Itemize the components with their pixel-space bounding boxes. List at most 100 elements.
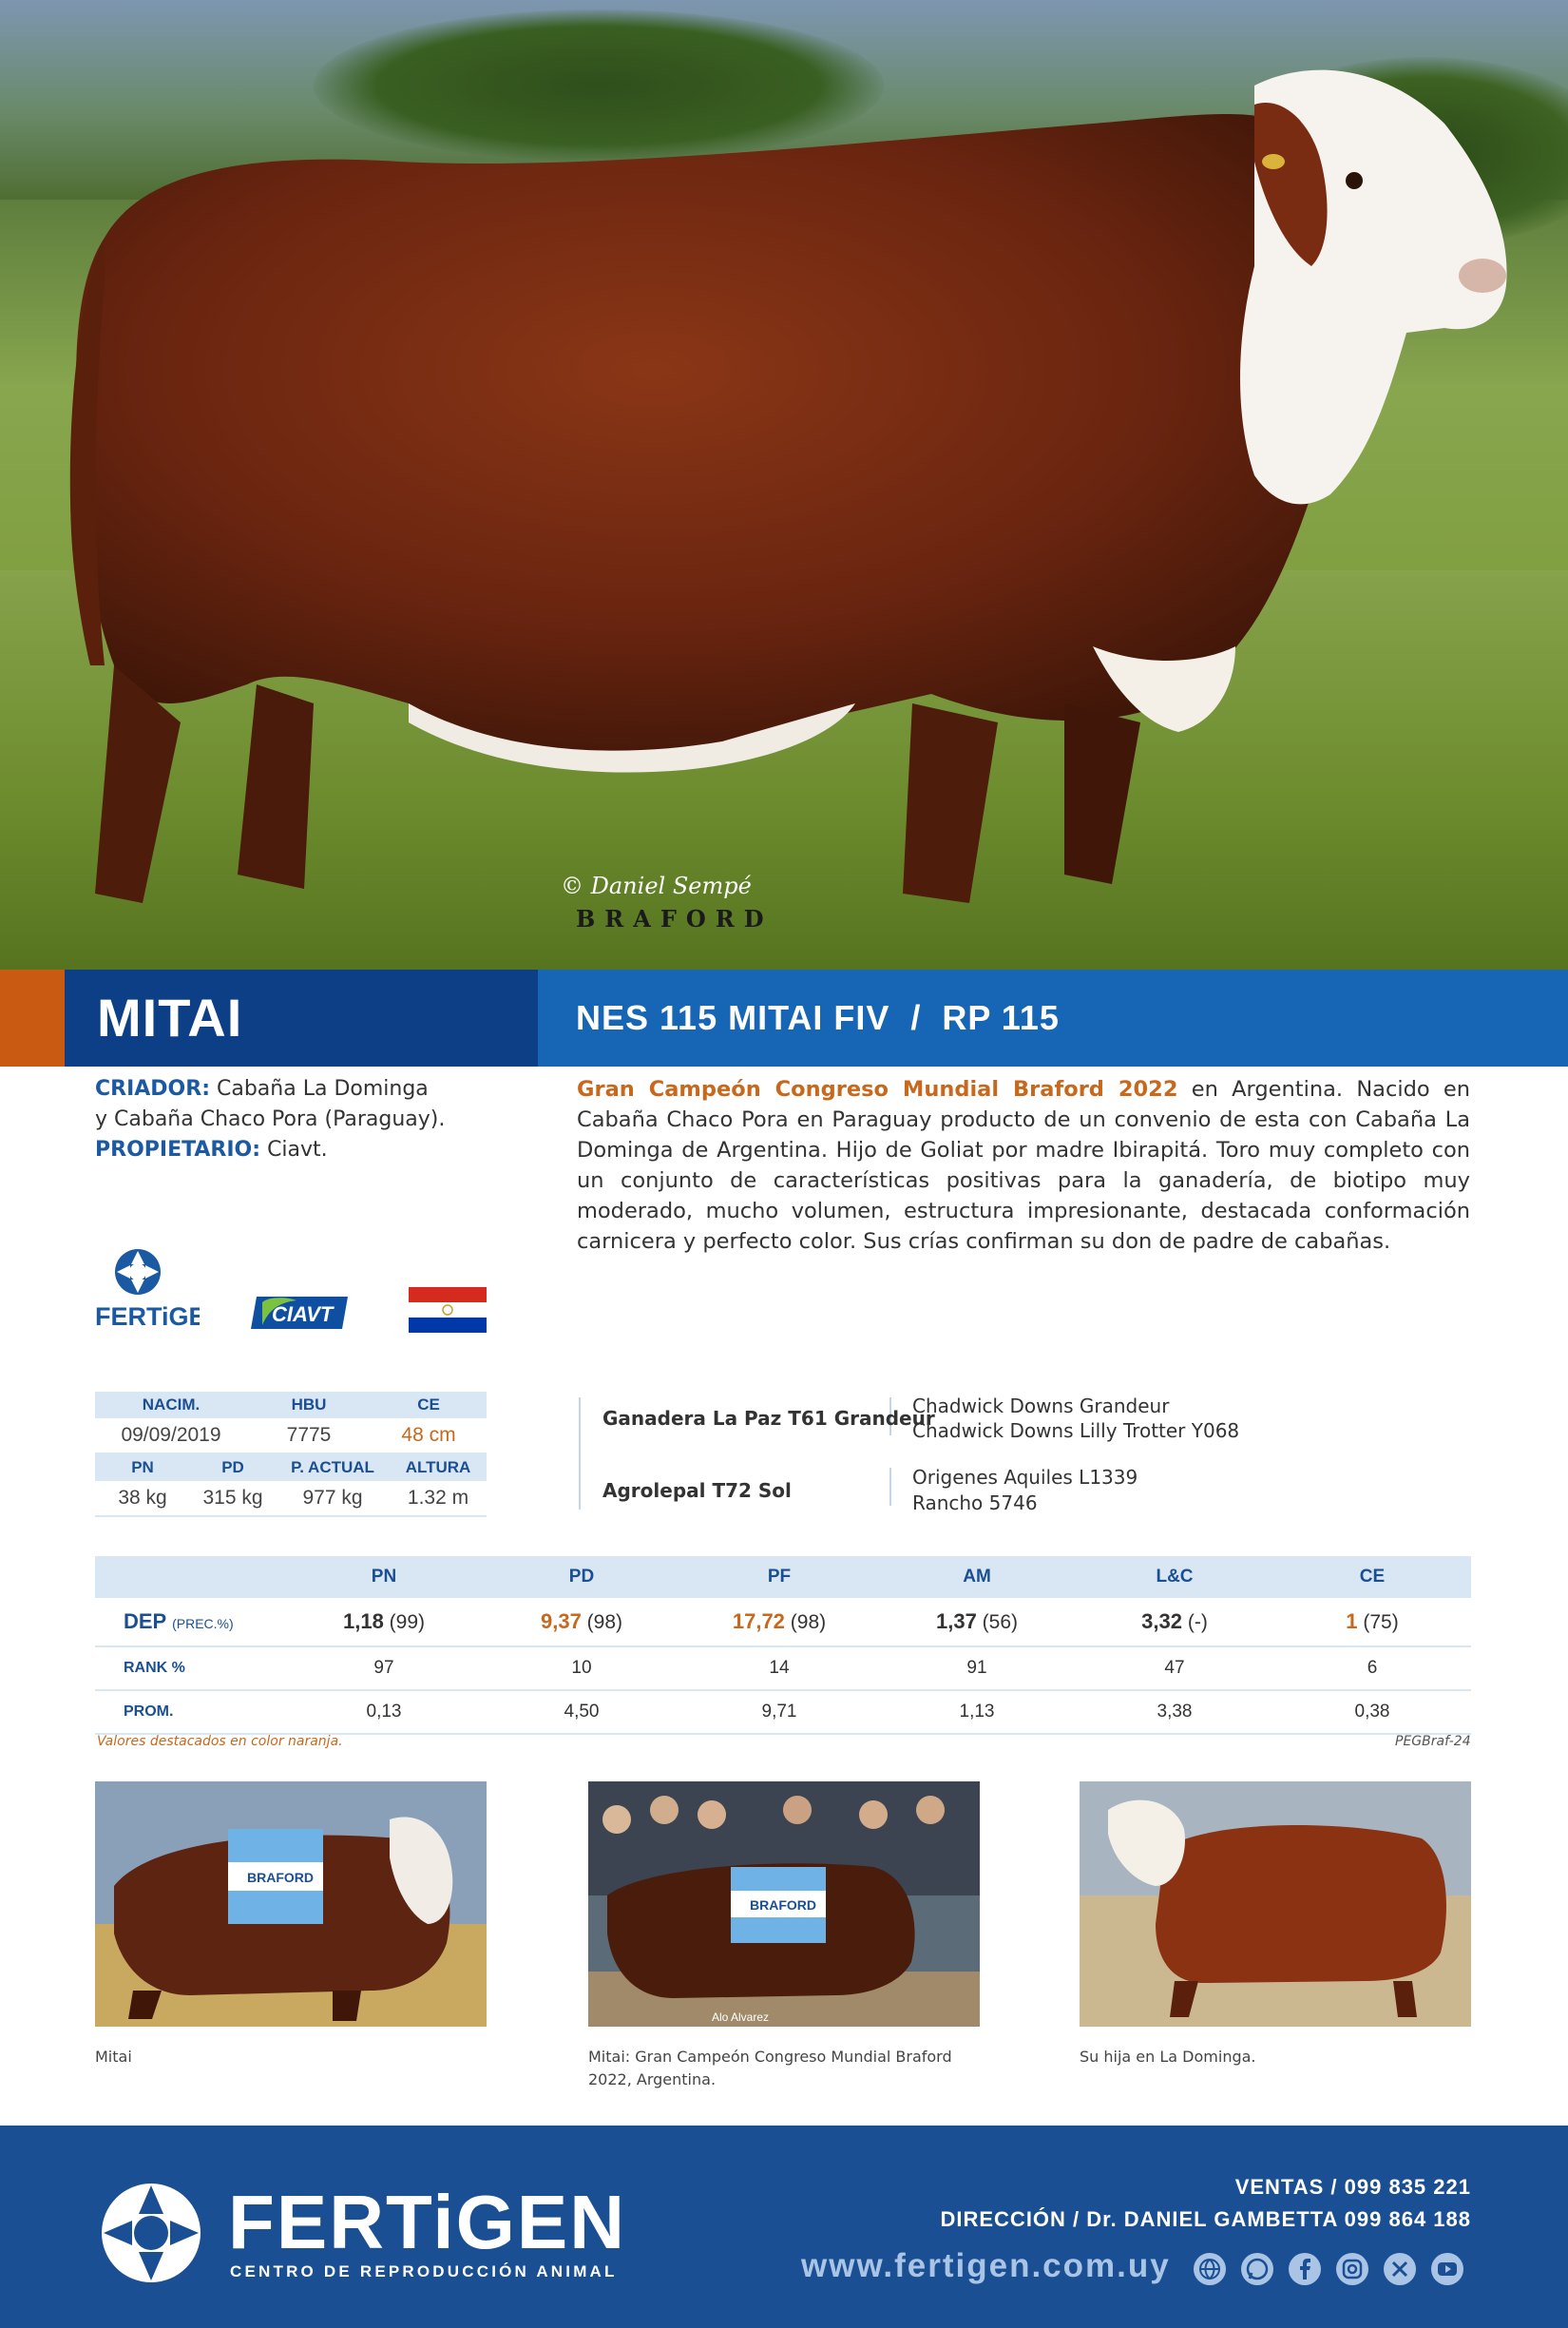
dep-header-row: PN PD PF AM L&C CE	[95, 1556, 1471, 1598]
gallery-banner-text: BRAFORD	[750, 1897, 816, 1913]
hero-photo: © Daniel Sempé BRAFORD	[0, 0, 1568, 970]
dep-col-header: PN	[371, 1567, 397, 1587]
rank-row: RANK % 97 10 14 91 47 6	[95, 1647, 1471, 1691]
dep-precision: (99)	[389, 1611, 426, 1633]
dep-cell: 1 (75)	[1273, 1609, 1471, 1634]
prom-label: PROM.	[124, 1703, 174, 1720]
stats-row-2: 38 kg 315 kg 977 kg 1.32 m	[95, 1481, 487, 1517]
pedigree-dam-dam: Rancho 5746	[912, 1491, 1038, 1514]
description: Gran Campeón Congreso Mundial Braford 20…	[577, 1074, 1470, 1257]
dep-precision: (98)	[790, 1611, 827, 1633]
dep-value: 1,37	[935, 1609, 977, 1633]
bull-registration: NES 115 MITAI FIV / RP 115	[576, 998, 1060, 1037]
facebook-icon[interactable]	[1289, 2253, 1321, 2285]
gallery-caption-3: Su hija en La Dominga.	[1080, 2048, 1256, 2066]
prom-cell: 0,13	[366, 1702, 402, 1722]
stats-cell: 09/09/2019	[121, 1424, 221, 1446]
gallery-caption-1: Mitai	[95, 2048, 132, 2066]
footer-website[interactable]: www.fertigen.com.uy	[801, 2247, 1171, 2284]
rank-cell: 14	[769, 1658, 790, 1678]
paraguay-flag	[409, 1287, 487, 1333]
dep-precision: (98)	[586, 1611, 623, 1633]
pedigree-sire-sire: Chadwick Downs Grandeur	[912, 1395, 1170, 1417]
rank-label: RANK %	[124, 1660, 185, 1676]
footer-brand: FERTiGEN	[228, 2180, 627, 2264]
propietario-value: Ciavt.	[267, 1138, 328, 1162]
pedigree-divider	[889, 1397, 891, 1435]
stats-cell: 38 kg	[118, 1487, 167, 1509]
dep-row-label: DEP (PREC.%)	[95, 1609, 285, 1634]
dep-value: 17,72	[732, 1609, 785, 1633]
dep-table: PN PD PF AM L&C CE DEP (PREC.%) 1,18 (99…	[95, 1556, 1471, 1735]
gallery-photo-credit: Alo Alvarez	[712, 2011, 769, 2024]
prom-row: PROM. 0,13 4,50 9,71 1,13 3,38 0,38	[95, 1691, 1471, 1735]
gallery-photo-3	[1080, 1781, 1471, 2027]
stats-cell: 7775	[286, 1424, 332, 1446]
stats-row-1: 09/09/2019 7775 48 cm	[95, 1418, 487, 1454]
stats-header-cell: HBU	[291, 1395, 327, 1414]
stats-table: NACIM. HBU CE 09/09/2019 7775 48 cm PN P…	[95, 1392, 487, 1517]
dep-cell: 3,32 (-)	[1076, 1609, 1273, 1634]
stats-header-1: NACIM. HBU CE	[95, 1392, 487, 1418]
dep-col-header: L&C	[1156, 1567, 1194, 1587]
rank-cell: 97	[373, 1658, 394, 1678]
propietario-label: PROPIETARIO:	[95, 1138, 261, 1162]
footer-sales: VENTAS / 099 835 221	[1234, 2175, 1471, 2199]
stats-header-cell: P. ACTUAL	[291, 1458, 374, 1476]
title-name-panel	[65, 970, 538, 1067]
dep-label: DEP	[124, 1609, 167, 1633]
dep-value: 9,37	[540, 1609, 582, 1633]
prom-cell: 4,50	[564, 1702, 600, 1722]
stats-header-2: PN PD P. ACTUAL ALTURA	[95, 1454, 487, 1481]
youtube-icon[interactable]	[1431, 2253, 1463, 2285]
stats-header-cell: PN	[131, 1458, 154, 1476]
dep-value: 3,32	[1141, 1609, 1182, 1633]
prom-cell: 9,71	[761, 1702, 797, 1722]
x-icon[interactable]	[1384, 2253, 1416, 2285]
whatsapp-icon[interactable]	[1241, 2253, 1273, 2285]
gallery-caption-2: Mitai: Gran Campeón Congreso Mundial Bra…	[588, 2048, 952, 2088]
dep-precision: (-)	[1187, 1611, 1208, 1633]
title-bar: MITAI NES 115 MITAI FIV / RP 115	[0, 970, 1568, 1067]
stats-header-cell: PD	[221, 1458, 244, 1476]
fertigen-logo: FERTiGEN	[95, 1245, 224, 1331]
bull-name: MITAI	[97, 988, 243, 1048]
dep-sub-label: (PREC.%)	[172, 1616, 234, 1631]
stats-cell: 48 cm	[401, 1424, 456, 1446]
gallery-photo-2: BRAFORD Alo Alvarez	[588, 1781, 980, 2027]
footer-direction: DIRECCIÓN / Dr. DANIEL GAMBETTA 099 864 …	[940, 2207, 1471, 2231]
footer: FERTiGEN CENTRO DE REPRODUCCIÓN ANIMAL V…	[0, 2126, 1568, 2328]
prom-cell: 0,38	[1354, 1702, 1390, 1722]
instagram-icon[interactable]	[1336, 2253, 1368, 2285]
stats-cell: 977 kg	[302, 1487, 363, 1509]
background-trees	[314, 10, 884, 162]
dep-precision: (56)	[982, 1611, 1019, 1633]
dep-value: 1,18	[342, 1609, 384, 1633]
gallery-photo-1: BRAFORD	[95, 1781, 487, 2027]
dep-reference: PEGBraf-24	[1395, 1734, 1471, 1749]
dep-col-header: AM	[963, 1567, 991, 1587]
stats-header-cell: CE	[417, 1395, 440, 1414]
dep-col-header: PF	[767, 1567, 792, 1587]
fertigen-footer-logo	[99, 2181, 203, 2285]
dep-cell: 1,37 (56)	[878, 1609, 1076, 1634]
prom-cell: 3,38	[1157, 1702, 1193, 1722]
pedigree-sire: Ganadera La Paz T61 Grandeur	[602, 1407, 935, 1430]
globe-icon[interactable]	[1194, 2253, 1226, 2285]
dep-cell: 9,37 (98)	[483, 1609, 680, 1634]
footer-subtitle: CENTRO DE REPRODUCCIÓN ANIMAL	[230, 2262, 618, 2280]
dep-values-row: DEP (PREC.%) 1,18 (99) 9,37 (98) 17,72 (…	[95, 1598, 1471, 1647]
breed-watermark: BRAFORD	[576, 905, 774, 933]
title-accent	[0, 970, 65, 1067]
rank-cell: 47	[1164, 1658, 1185, 1678]
pedigree-divider	[889, 1468, 891, 1506]
ciavt-logo: CIAVT	[249, 1293, 350, 1333]
stats-cell: 315 kg	[202, 1487, 263, 1509]
stats-cell: 1.32 m	[407, 1487, 469, 1509]
pedigree-sire-dam: Chadwick Downs Lilly Trotter Y068	[912, 1419, 1240, 1442]
rank-cell: 10	[571, 1658, 592, 1678]
gallery-banner-text: BRAFORD	[247, 1870, 314, 1885]
dep-col-header: PD	[568, 1567, 595, 1587]
photo-credit: © Daniel Sempé	[561, 873, 752, 899]
stats-header-cell: NACIM.	[142, 1395, 201, 1414]
